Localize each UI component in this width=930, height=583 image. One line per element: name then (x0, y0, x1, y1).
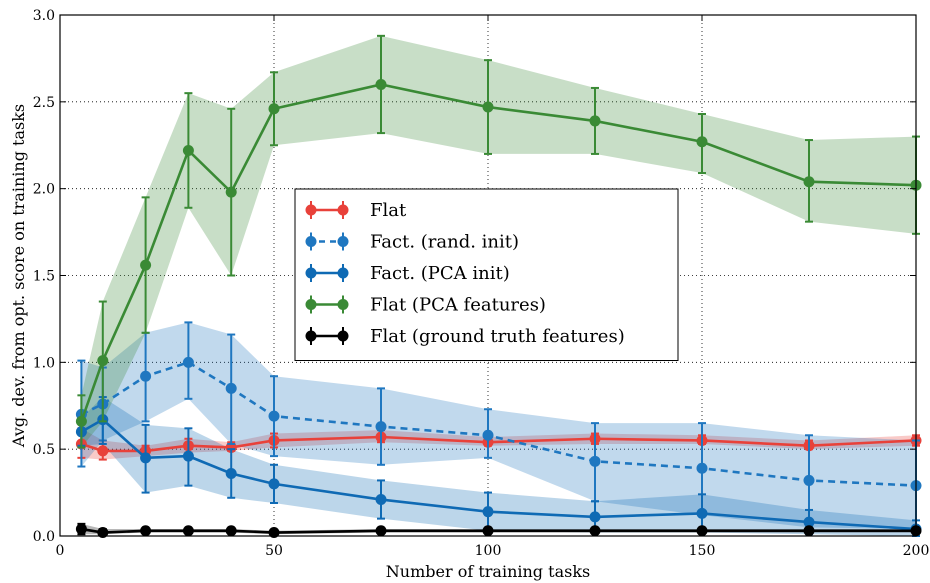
data-point (140, 525, 152, 537)
data-point (268, 410, 280, 422)
legend-item: Fact. (rand. init) (305, 232, 519, 253)
series-4 (75, 522, 922, 539)
legend-marker (337, 299, 349, 310)
y-axis-label: Avg. dev. from opt. score on training ta… (9, 104, 28, 448)
x-tick-label: 100 (475, 543, 502, 559)
series-line (80, 418, 917, 531)
legend-label: Fact. (PCA init) (370, 263, 510, 284)
legend-marker (305, 330, 317, 342)
data-point (803, 474, 815, 486)
legend-marker (337, 204, 349, 216)
data-point (268, 103, 280, 115)
x-tick-label: 50 (265, 543, 283, 559)
legend-label: Flat (ground truth features) (370, 326, 625, 347)
y-tick-label: 1.5 (33, 269, 55, 285)
legend-item: Flat (ground truth features) (305, 326, 625, 347)
data-point (589, 115, 601, 127)
data-point (696, 462, 708, 474)
data-point (375, 78, 387, 90)
confidence-band-1 (81, 322, 916, 530)
y-tick-label: 1.0 (33, 355, 55, 371)
axis-ticks: 0 50 100 150 200 0.0 0.5 1.0 1.5 2.0 2.5 3.0 (33, 8, 930, 559)
y-tick-label: 2.0 (33, 182, 55, 198)
series-lines (75, 34, 922, 539)
data-point (225, 467, 237, 479)
data-point (482, 506, 494, 518)
series-3 (75, 34, 922, 449)
data-point (140, 370, 152, 382)
legend-marker (305, 204, 317, 216)
series-line (80, 83, 917, 422)
y-tick-label: 0.5 (33, 442, 55, 458)
data-point (696, 136, 708, 148)
legend-item: Flat (PCA features) (305, 295, 546, 316)
confidence-band-3 (81, 35, 916, 448)
legend-marker (337, 236, 349, 247)
data-point (225, 186, 237, 198)
legend-box (294, 188, 679, 361)
data-point (182, 450, 194, 462)
confidence-band-0 (81, 428, 916, 460)
data-point (182, 525, 194, 537)
legend-label: Flat (370, 200, 407, 221)
legend: Flat Fact. (rand. init) Fact. (PCA init) Fl… (294, 188, 679, 361)
legend-marker (337, 267, 349, 279)
data-point (225, 525, 237, 537)
data-point (140, 259, 152, 271)
x-tick-label: 150 (689, 543, 716, 559)
data-point (268, 478, 280, 490)
data-point (97, 445, 109, 457)
data-point (75, 523, 87, 535)
y-tick-label: 3.0 (33, 8, 55, 24)
legend-item: Flat (305, 200, 407, 221)
x-axis-label: Number of training tasks (386, 562, 590, 581)
legend-marker (305, 299, 317, 310)
legend-label: Fact. (rand. init) (370, 232, 519, 253)
data-point (375, 525, 387, 537)
data-point (375, 494, 387, 506)
data-point (696, 507, 708, 519)
data-point (803, 525, 815, 537)
x-tick-label: 0 (56, 543, 65, 559)
data-point (482, 101, 494, 113)
confidence-band-2 (81, 397, 916, 536)
data-point (589, 511, 601, 523)
data-point (182, 144, 194, 156)
x-tick-label: 200 (903, 543, 930, 559)
legend-marker (305, 236, 317, 247)
data-point (97, 527, 109, 539)
series-line (81, 527, 916, 534)
data-point (182, 356, 194, 368)
data-point (803, 516, 815, 528)
legend-marker (337, 330, 349, 342)
y-tick-label: 2.5 (33, 95, 55, 111)
legend-label: Flat (PCA features) (370, 295, 546, 316)
data-point (225, 382, 237, 394)
data-point (140, 452, 152, 464)
data-point (97, 355, 109, 367)
data-point (375, 421, 387, 433)
data-point (589, 455, 601, 467)
legend-item: Fact. (PCA init) (305, 263, 510, 284)
data-point (803, 176, 815, 188)
legend-marker (305, 267, 317, 279)
data-point (482, 429, 494, 441)
y-tick-label: 0.0 (33, 529, 55, 545)
data-point (589, 525, 601, 537)
data-point (75, 415, 87, 427)
series-line (80, 360, 917, 487)
